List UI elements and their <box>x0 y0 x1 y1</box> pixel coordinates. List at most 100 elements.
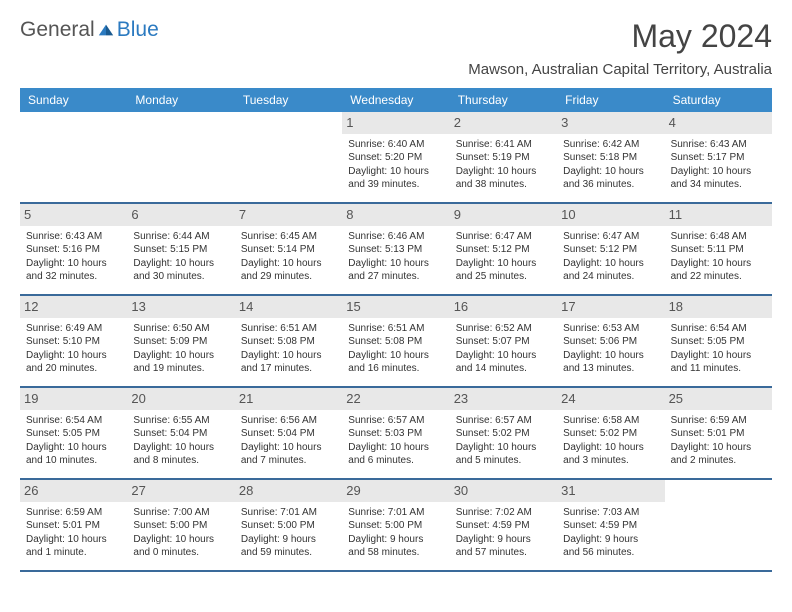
day-info-line: Sunrise: 6:59 AM <box>671 414 766 428</box>
day-info-line: Sunrise: 6:55 AM <box>133 414 228 428</box>
day-info-line: and 13 minutes. <box>563 362 658 376</box>
day-info-line: Daylight: 10 hours <box>563 165 658 179</box>
day-cell: 17Sunrise: 6:53 AMSunset: 5:06 PMDayligh… <box>557 296 664 386</box>
day-info-line: Sunset: 5:20 PM <box>348 151 443 165</box>
day-info-line: Daylight: 10 hours <box>133 349 228 363</box>
day-info-line: and 14 minutes. <box>456 362 551 376</box>
day-info-line: and 6 minutes. <box>348 454 443 468</box>
day-cell: 25Sunrise: 6:59 AMSunset: 5:01 PMDayligh… <box>665 388 772 478</box>
day-info-line: Daylight: 10 hours <box>563 349 658 363</box>
day-info-line: Sunset: 4:59 PM <box>563 519 658 533</box>
week-row: 19Sunrise: 6:54 AMSunset: 5:05 PMDayligh… <box>20 388 772 480</box>
day-info-line: Sunrise: 7:02 AM <box>456 506 551 520</box>
day-number: 23 <box>450 388 557 410</box>
day-info-line: and 22 minutes. <box>671 270 766 284</box>
day-header-cell: Saturday <box>665 88 772 112</box>
day-info-line: Sunset: 5:12 PM <box>456 243 551 257</box>
day-cell: 22Sunrise: 6:57 AMSunset: 5:03 PMDayligh… <box>342 388 449 478</box>
day-number: 2 <box>450 112 557 134</box>
day-info-line: Daylight: 10 hours <box>133 441 228 455</box>
day-info-line: Sunset: 5:01 PM <box>26 519 121 533</box>
day-cell: 10Sunrise: 6:47 AMSunset: 5:12 PMDayligh… <box>557 204 664 294</box>
day-number: 10 <box>557 204 664 226</box>
day-number: 25 <box>665 388 772 410</box>
day-number: 24 <box>557 388 664 410</box>
day-info-line: Daylight: 10 hours <box>456 257 551 271</box>
day-info-line: and 11 minutes. <box>671 362 766 376</box>
day-number: 21 <box>235 388 342 410</box>
day-info-line: Sunrise: 6:43 AM <box>671 138 766 152</box>
week-row: 5Sunrise: 6:43 AMSunset: 5:16 PMDaylight… <box>20 204 772 296</box>
day-info-line: Sunset: 5:08 PM <box>348 335 443 349</box>
day-info-line: Daylight: 10 hours <box>563 257 658 271</box>
day-info-line: Sunset: 5:14 PM <box>241 243 336 257</box>
day-info-line: Daylight: 10 hours <box>26 349 121 363</box>
day-info-line: and 29 minutes. <box>241 270 336 284</box>
day-info-line: Daylight: 10 hours <box>26 257 121 271</box>
day-number: 1 <box>342 112 449 134</box>
day-info-line: Sunset: 5:02 PM <box>456 427 551 441</box>
day-cell: 24Sunrise: 6:58 AMSunset: 5:02 PMDayligh… <box>557 388 664 478</box>
day-cell: 3Sunrise: 6:42 AMSunset: 5:18 PMDaylight… <box>557 112 664 202</box>
day-cell <box>665 480 772 570</box>
day-info-line: Sunset: 5:00 PM <box>241 519 336 533</box>
day-info-line: and 24 minutes. <box>563 270 658 284</box>
day-cell <box>127 112 234 202</box>
day-number: 22 <box>342 388 449 410</box>
day-info-line: Sunrise: 6:46 AM <box>348 230 443 244</box>
day-info-line: Daylight: 9 hours <box>456 533 551 547</box>
title-block: May 2024 Mawson, Australian Capital Terr… <box>468 18 772 78</box>
day-cell: 6Sunrise: 6:44 AMSunset: 5:15 PMDaylight… <box>127 204 234 294</box>
day-info-line: Sunset: 5:04 PM <box>133 427 228 441</box>
day-cell: 20Sunrise: 6:55 AMSunset: 5:04 PMDayligh… <box>127 388 234 478</box>
day-info-line: Sunset: 5:05 PM <box>671 335 766 349</box>
day-info-line: Sunset: 5:13 PM <box>348 243 443 257</box>
day-info-line: Sunset: 5:16 PM <box>26 243 121 257</box>
day-info-line: Sunset: 5:19 PM <box>456 151 551 165</box>
day-info-line: Sunset: 5:00 PM <box>348 519 443 533</box>
day-cell: 21Sunrise: 6:56 AMSunset: 5:04 PMDayligh… <box>235 388 342 478</box>
day-info-line: Sunrise: 6:43 AM <box>26 230 121 244</box>
day-info-line: Daylight: 10 hours <box>563 441 658 455</box>
day-info-line: Daylight: 10 hours <box>671 165 766 179</box>
day-info-line: Sunset: 5:09 PM <box>133 335 228 349</box>
day-info-line: Sunrise: 6:45 AM <box>241 230 336 244</box>
day-info-line: Daylight: 10 hours <box>348 165 443 179</box>
day-info-line: Sunset: 5:08 PM <box>241 335 336 349</box>
day-info-line: Daylight: 10 hours <box>456 441 551 455</box>
day-cell: 4Sunrise: 6:43 AMSunset: 5:17 PMDaylight… <box>665 112 772 202</box>
day-cell: 31Sunrise: 7:03 AMSunset: 4:59 PMDayligh… <box>557 480 664 570</box>
month-title: May 2024 <box>468 18 772 55</box>
weeks-container: 1Sunrise: 6:40 AMSunset: 5:20 PMDaylight… <box>20 112 772 572</box>
day-number: 26 <box>20 480 127 502</box>
day-cell: 8Sunrise: 6:46 AMSunset: 5:13 PMDaylight… <box>342 204 449 294</box>
day-number: 3 <box>557 112 664 134</box>
day-info-line: Sunset: 4:59 PM <box>456 519 551 533</box>
day-info-line: Sunrise: 7:01 AM <box>348 506 443 520</box>
day-number: 5 <box>20 204 127 226</box>
location-text: Mawson, Australian Capital Territory, Au… <box>468 61 772 78</box>
day-info-line: Sunset: 5:15 PM <box>133 243 228 257</box>
day-info-line: Daylight: 9 hours <box>241 533 336 547</box>
day-cell: 27Sunrise: 7:00 AMSunset: 5:00 PMDayligh… <box>127 480 234 570</box>
day-info-line: Sunset: 5:01 PM <box>671 427 766 441</box>
day-info-line: and 27 minutes. <box>348 270 443 284</box>
logo-text-blue: Blue <box>117 18 159 42</box>
day-number: 15 <box>342 296 449 318</box>
day-cell: 23Sunrise: 6:57 AMSunset: 5:02 PMDayligh… <box>450 388 557 478</box>
day-info-line: Sunset: 5:06 PM <box>563 335 658 349</box>
day-info-line: Sunrise: 6:48 AM <box>671 230 766 244</box>
day-info-line: Sunrise: 6:54 AM <box>26 414 121 428</box>
day-number: 19 <box>20 388 127 410</box>
day-info-line: and 16 minutes. <box>348 362 443 376</box>
day-cell: 1Sunrise: 6:40 AMSunset: 5:20 PMDaylight… <box>342 112 449 202</box>
day-info-line: Sunset: 5:12 PM <box>563 243 658 257</box>
day-number: 28 <box>235 480 342 502</box>
day-info-line: Sunrise: 6:52 AM <box>456 322 551 336</box>
day-cell: 13Sunrise: 6:50 AMSunset: 5:09 PMDayligh… <box>127 296 234 386</box>
day-info-line: Daylight: 9 hours <box>348 533 443 547</box>
week-row: 26 Sunrise: 6:59 AMSunset: 5:01 PM Dayligh… <box>20 480 772 572</box>
day-info-line: Sunrise: 6:51 AM <box>348 322 443 336</box>
day-info-line: Sunset: 5:00 PM <box>133 519 228 533</box>
day-info-line: Sunrise: 6:59 AM <box>26 506 121 520</box>
